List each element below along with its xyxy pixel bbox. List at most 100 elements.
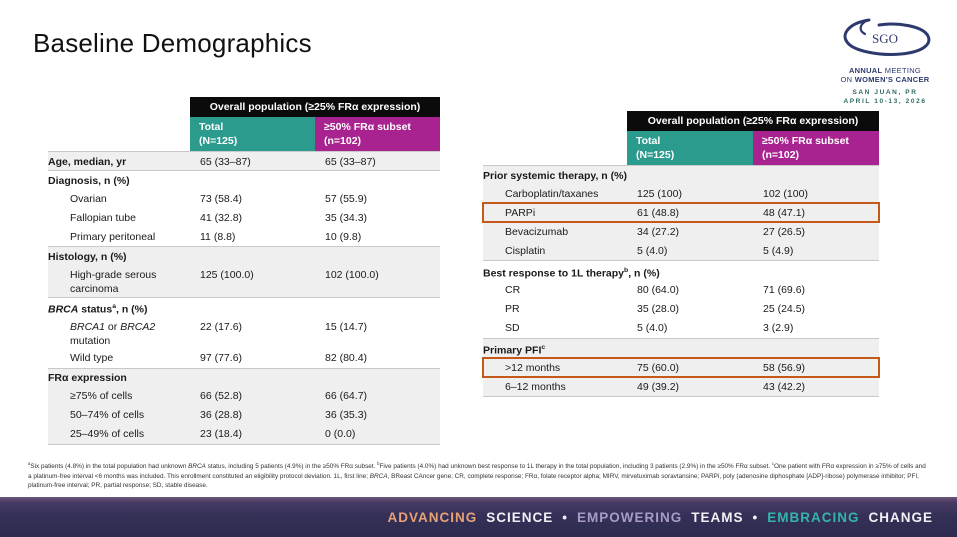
footer-word: EMPOWERING [576, 509, 683, 525]
row-label: Bevacizumab [505, 225, 569, 238]
footer-word: TEAMS [691, 509, 744, 525]
row-value: 11 (8.8) [200, 230, 236, 243]
footer-word: • [562, 509, 568, 525]
row-value: 23 (18.4) [200, 428, 243, 440]
table-row: SD 5 (4.0) 3 (2.9) [483, 319, 879, 338]
table-row: Age, median, yr 65 (33–87) 65 (33–87) [48, 151, 440, 170]
row-value: 25 (24.5) [763, 303, 806, 315]
row-value: 5 (4.0) [637, 322, 668, 334]
footer-word: SCIENCE [486, 509, 554, 525]
table-row: High-grade serous carcinoma 125 (100.0) 10… [48, 265, 440, 297]
row-label: Primary PFIc [483, 344, 546, 357]
table-subheader: Total (N=125) ≥50% FRα subset (n=102) [190, 117, 440, 151]
row-value: 5 (4.9) [763, 244, 794, 257]
footer-word: • [752, 509, 759, 525]
row-label: Fallopian tube [70, 211, 136, 224]
row-label: High-grade serous carcinoma [70, 268, 157, 296]
row-value: 66 (52.8) [200, 390, 243, 402]
table-row: Wild type 97 (77.6) 82 (80.4) [48, 349, 440, 368]
row-value: 75 (60.0) [637, 361, 680, 374]
row-label: Prior systemic therapy, n (%) [483, 169, 627, 182]
demographics-table: Overall population (≥25% FRα expression)… [48, 97, 440, 445]
row-label: PR [505, 303, 520, 315]
row-label: Diagnosis, n (%) [48, 174, 130, 187]
row-value: 73 (58.4) [200, 192, 243, 205]
row-value: 80 (64.0) [637, 284, 680, 296]
table-row: Fallopian tube 41 (32.8) 35 (34.3) [48, 208, 440, 227]
table-row: PR 35 (28.0) 25 (24.5) [483, 300, 879, 319]
footer-word: ADVANCING [387, 509, 478, 525]
row-label: BRCA statusa, n (%) [48, 303, 148, 316]
footnote: aSix patients (4.8%) in the total popula… [28, 461, 926, 490]
row-value: 65 (33–87) [325, 155, 376, 168]
row-label: Primary peritoneal [70, 230, 156, 243]
row-label: FRα expression [48, 372, 127, 384]
row-value: 49 (39.2) [637, 380, 680, 393]
row-label: Ovarian [70, 192, 107, 205]
row-value: 57 (55.9) [325, 192, 368, 205]
row-value: 97 (77.6) [200, 352, 243, 364]
row-label: Cisplatin [505, 244, 546, 257]
sgo-acronym: SGO [872, 31, 898, 46]
row-label: Histology, n (%) [48, 250, 127, 263]
table-row-highlighted: >12 months 75 (60.0) 58 (56.9) [482, 357, 880, 378]
row-label: Wild type [70, 352, 114, 364]
row-value: 22 (17.6) [200, 320, 243, 333]
table-header: Overall population (≥25% FRα expression) [190, 97, 440, 117]
table-row: Best response to 1L therapyb, n (%) [483, 260, 879, 281]
footer-word: CHANGE [868, 509, 933, 525]
row-label: Age, median, yr [48, 155, 127, 168]
row-value: 41 (32.8) [200, 211, 243, 224]
row-value: 35 (34.3) [325, 211, 368, 224]
logo-date: APRIL 10-13, 2026 [843, 98, 927, 105]
row-label: CR [505, 284, 521, 296]
column-header-subset: ≥50% FRα subset (n=102) [753, 131, 879, 165]
table-row: BRCA statusa, n (%) [48, 296, 440, 318]
row-value: 66 (64.7) [325, 390, 368, 402]
logo-location: SAN JUAN, PR [852, 89, 918, 96]
row-value: 125 (100) [637, 187, 682, 200]
table-row: Primary PFIc [483, 337, 879, 358]
row-value: 3 (2.9) [763, 322, 794, 334]
table-row: 6–12 months 49 (39.2) 43 (42.2) [483, 377, 879, 396]
logo-meeting-line2: ON WOMEN'S CANCER [840, 75, 930, 84]
row-value: 48 (47.1) [763, 206, 806, 219]
row-label: ≥75% of cells [70, 390, 133, 402]
table-row: 50–74% of cells 36 (28.8) 36 (35.3) [48, 405, 440, 425]
table-header: Overall population (≥25% FRα expression) [627, 111, 879, 131]
therapy-table: Overall population (≥25% FRα expression)… [482, 111, 880, 397]
table-row: 25–49% of cells 23 (18.4) 0 (0.0) [48, 424, 440, 444]
row-value: 65 (33–87) [200, 155, 251, 168]
row-label: BRCA1 or BRCA2 mutation [70, 320, 156, 348]
row-value: 15 (14.7) [325, 320, 368, 333]
table-row: Histology, n (%) [48, 246, 440, 265]
footer-word: EMBRACING [767, 509, 860, 525]
row-value: 71 (69.6) [763, 284, 806, 296]
row-value: 36 (35.3) [325, 409, 368, 421]
column-header-subset: ≥50% FRα subset (n=102) [315, 117, 440, 151]
row-value: 5 (4.0) [637, 244, 668, 257]
row-value: 34 (27.2) [637, 225, 680, 238]
column-header-total: Total (N=125) [627, 131, 753, 165]
table-row: CR 80 (64.0) 71 (69.6) [483, 281, 879, 300]
row-value: 102 (100.0) [325, 268, 379, 281]
row-value: 43 (42.2) [763, 380, 806, 393]
table-row: Carboplatin/taxanes 125 (100) 102 (100) [483, 184, 879, 203]
row-label: SD [505, 322, 520, 334]
table-row: Primary peritoneal 11 (8.8) 10 (9.8) [48, 227, 440, 246]
sgo-logo: SGO ANNUAL MEETING ON WOMEN'S CANCER SAN… [825, 10, 945, 106]
row-value: 0 (0.0) [325, 428, 356, 440]
row-value: 102 (100) [763, 187, 808, 200]
table-row: FRα expression [48, 367, 440, 387]
row-value: 27 (26.5) [763, 225, 806, 238]
table-row: Cisplatin 5 (4.0) 5 (4.9) [483, 241, 879, 260]
table-subheader: Total (N=125) ≥50% FRα subset (n=102) [627, 131, 879, 165]
row-value: 82 (80.4) [325, 352, 368, 364]
row-label: Best response to 1L therapyb, n (%) [483, 266, 660, 280]
table-row: ≥75% of cells 66 (52.8) 66 (64.7) [48, 386, 440, 406]
table-row: Prior systemic therapy, n (%) [483, 165, 879, 184]
row-value: 35 (28.0) [637, 303, 680, 315]
table-row: Bevacizumab 34 (27.2) 27 (26.5) [483, 222, 879, 241]
row-value: 58 (56.9) [763, 361, 806, 374]
